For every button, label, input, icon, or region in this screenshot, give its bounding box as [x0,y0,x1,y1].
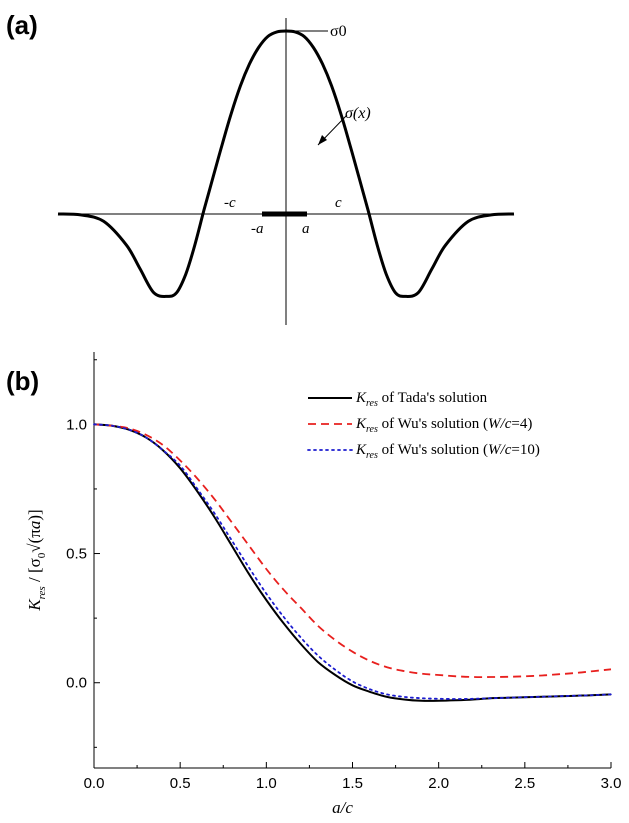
y-tick-label: 0.5 [66,546,87,563]
panel-a-diagram: σ0 σ(x) -c c -a a [57,18,515,325]
axis-titles: a/c Kres / [σ0√(πa)] [25,509,353,817]
y-tick-label: 0.0 [66,675,87,692]
series-line-2 [93,423,612,679]
x-tick-label: 3.0 [601,775,622,792]
y-tick-label: 1.0 [66,416,87,433]
y-axis-title-text: Kres / [σ0√(πa)] [25,509,48,611]
panel-a-label: (a) [6,10,38,40]
series-layer [93,423,612,702]
x-axis-title: a/c [332,798,353,817]
legend-label-3: Kres of Wu's solution (W/c=10) [355,442,540,461]
x-tick-label: 0.0 [84,775,105,792]
x-tick-label: 1.0 [256,775,277,792]
pos-c-label: c [335,195,342,211]
axes: 0.0 0.5 1.0 1.5 2.0 2.5 3.0 0.0 0.5 1.0 [66,352,621,792]
panel-b-chart: 0.0 0.5 1.0 1.5 2.0 2.5 3.0 0.0 0.5 1.0 Kres of T… [25,352,621,817]
legend-label-1: Kres of Tada's solution [355,390,488,409]
neg-c-label: -c [224,195,236,211]
pos-a-label: a [302,221,310,237]
sigma-x-label: σ(x) [345,105,371,122]
stress-distribution-curve [57,29,515,298]
x-tick-label: 2.5 [514,775,535,792]
sigma0-label: σ0 [330,23,347,40]
series-line-3 [93,423,612,700]
series-line-1 [93,423,612,702]
sigma-x-arrowhead [318,135,327,145]
legend: Kres of Tada's solution Kres of Wu's solu… [307,390,540,461]
x-tick-label: 2.0 [428,775,449,792]
x-tick-label: 1.5 [342,775,363,792]
panel-b-label: (b) [6,366,39,396]
x-tick-label: 0.5 [170,775,191,792]
y-axis-title: Kres / [σ0√(πa)] [25,509,48,611]
neg-a-label: -a [251,221,264,237]
legend-label-2: Kres of Wu's solution (W/c=4) [355,416,532,435]
